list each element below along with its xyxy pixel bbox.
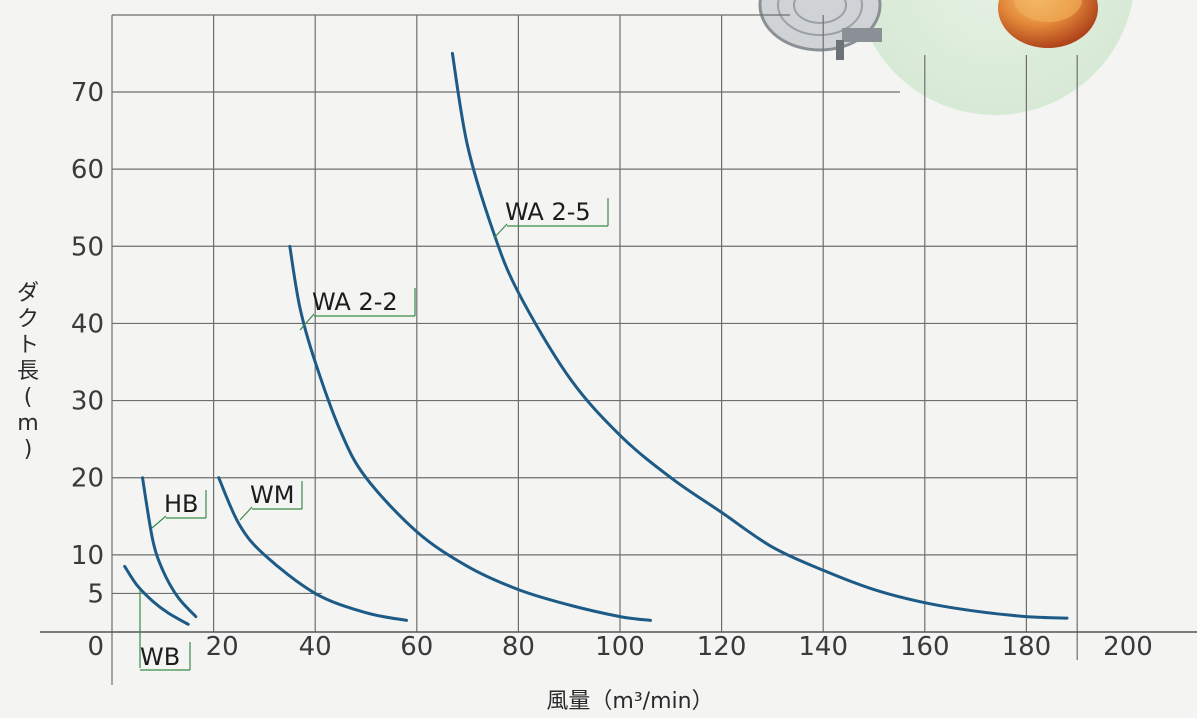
leader-line-wm [239,506,253,521]
x-tick-label: 180 [1002,632,1052,662]
y-tick-label: 20 [71,464,104,494]
y-tick-label: 10 [71,541,104,571]
x-tick-label: 80 [502,632,535,662]
blower-icon [998,0,1098,48]
x-tick-label: 140 [798,632,848,662]
y-tick-label: 50 [71,232,104,262]
series-label-wa-2-5: WA 2-5 [505,198,591,226]
y-tick-label: 40 [71,309,104,339]
x-axis-ticks: 0 20 40 60 80 100 120 140 160 180 200 [87,632,1152,662]
x-tick-label: 60 [400,632,433,662]
series-label-wa-2-2: WA 2-2 [312,288,398,316]
grid [40,14,1197,685]
y-axis-title-char: ダ [17,281,39,306]
series-label-wm: WM [250,481,294,509]
y-tick-label: 70 [71,78,104,108]
y-axis-title-char: m [17,411,38,436]
leader-line-wa-2-2 [299,313,315,331]
y-axis-title-char: ト [17,333,39,358]
y-tick-label: 5 [87,579,104,609]
leader-line-wa-2-5 [493,223,508,239]
x-axis-title-text: 風量（m³/min） [546,689,713,714]
product-illustration [758,0,1133,115]
y-tick-label: 60 [71,155,104,185]
x-tick-label: 120 [697,632,747,662]
fan-icon [758,0,882,60]
series-line-wa-2-5 [450,51,1069,620]
x-tick-label: 0 [87,632,104,662]
y-axis-title-char: 長 [17,359,39,384]
x-tick-label: 20 [206,632,239,662]
series-label-wb: WB [140,643,180,671]
y-axis-title-char: ) [24,437,33,462]
x-axis-title: 風量（m³/min） [546,689,713,714]
y-axis-title-char: ク [17,307,39,332]
series-line-wb [123,564,190,626]
series-label-hb: HB [164,490,199,518]
x-tick-label: 200 [1103,632,1153,662]
y-axis-title-char: ( [24,385,33,410]
leader-line-hb [151,515,167,529]
y-axis-ticks: 5 10 20 30 40 50 60 70 [71,78,104,609]
x-tick-label: 40 [299,632,332,662]
series-line-wm [217,476,409,622]
series-line-hb [141,476,198,619]
series-lines [123,51,1069,626]
y-tick-label: 30 [71,387,104,417]
x-tick-label: 100 [595,632,645,662]
x-tick-label: 160 [900,632,950,662]
series-labels: WB HB WM WA 2-2 WA 2-5 [139,198,609,671]
series-line-wa-2-2 [288,244,652,622]
